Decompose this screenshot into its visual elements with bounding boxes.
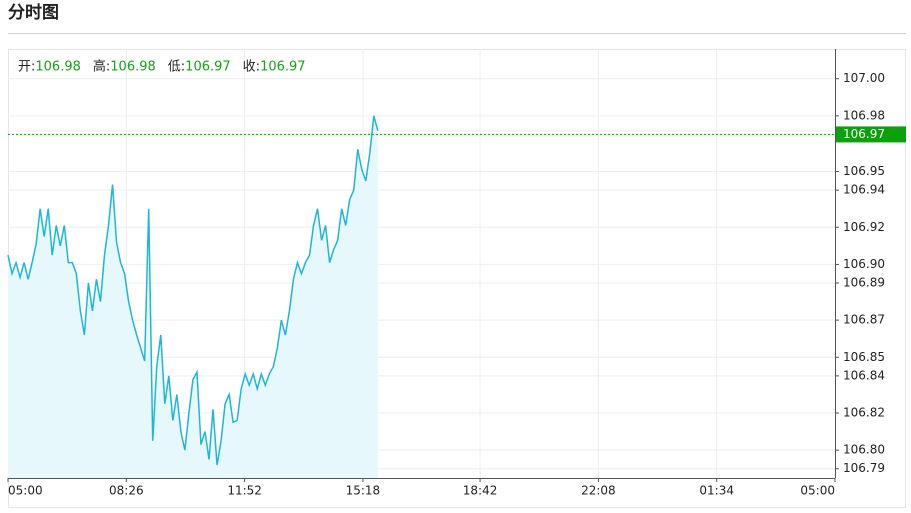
stat-value: 106.97 xyxy=(260,60,306,75)
last-price-label: 106.97 xyxy=(843,127,885,141)
plot xyxy=(7,115,835,478)
stat-label: 高: xyxy=(93,59,110,75)
chart-title: 分时图 xyxy=(8,3,59,23)
y-tick-label: 106.80 xyxy=(843,443,885,457)
y-tick-label: 106.90 xyxy=(843,257,885,271)
y-tick-label: 106.89 xyxy=(843,276,885,290)
stat-value: 106.97 xyxy=(185,60,231,75)
x-tick-label: 11:52 xyxy=(227,484,262,498)
y-tick-label: 106.94 xyxy=(843,183,885,197)
y-tick-label: 106.82 xyxy=(843,406,885,420)
x-tick-label: 22:08 xyxy=(581,484,616,498)
y-tick-label: 107.00 xyxy=(843,71,885,85)
stat-label: 开: xyxy=(18,60,35,75)
stat-label: 收: xyxy=(243,60,260,75)
last-price-badge xyxy=(836,126,906,143)
y-tick-label: 106.98 xyxy=(843,108,885,122)
price-line xyxy=(7,115,379,466)
stat-label: 低: xyxy=(168,60,185,75)
area xyxy=(8,115,378,478)
y-tick-label: 106.87 xyxy=(843,313,885,327)
y-tick-label: 106.85 xyxy=(843,350,885,364)
stat-value: 106.98 xyxy=(110,60,156,75)
y-tick-label: 106.79 xyxy=(843,461,885,475)
x-tick-label: 01:34 xyxy=(699,484,734,498)
x-tick-label: 18:42 xyxy=(463,484,498,498)
labels: 107.00 106.98 106.95 106.94 106.92 106.90 106.… xyxy=(7,59,906,498)
x-tick-label: 05:00 xyxy=(8,484,43,498)
x-tick-label: 08:26 xyxy=(109,484,144,498)
y-tick-label: 106.84 xyxy=(843,368,885,382)
y-tick-label: 106.92 xyxy=(843,220,885,234)
y-tick-label: 106.95 xyxy=(843,164,885,178)
x-tick-label: 05:00 xyxy=(800,484,835,498)
stat-value: 106.98 xyxy=(35,60,81,75)
x-tick-label: 15:18 xyxy=(346,484,381,498)
